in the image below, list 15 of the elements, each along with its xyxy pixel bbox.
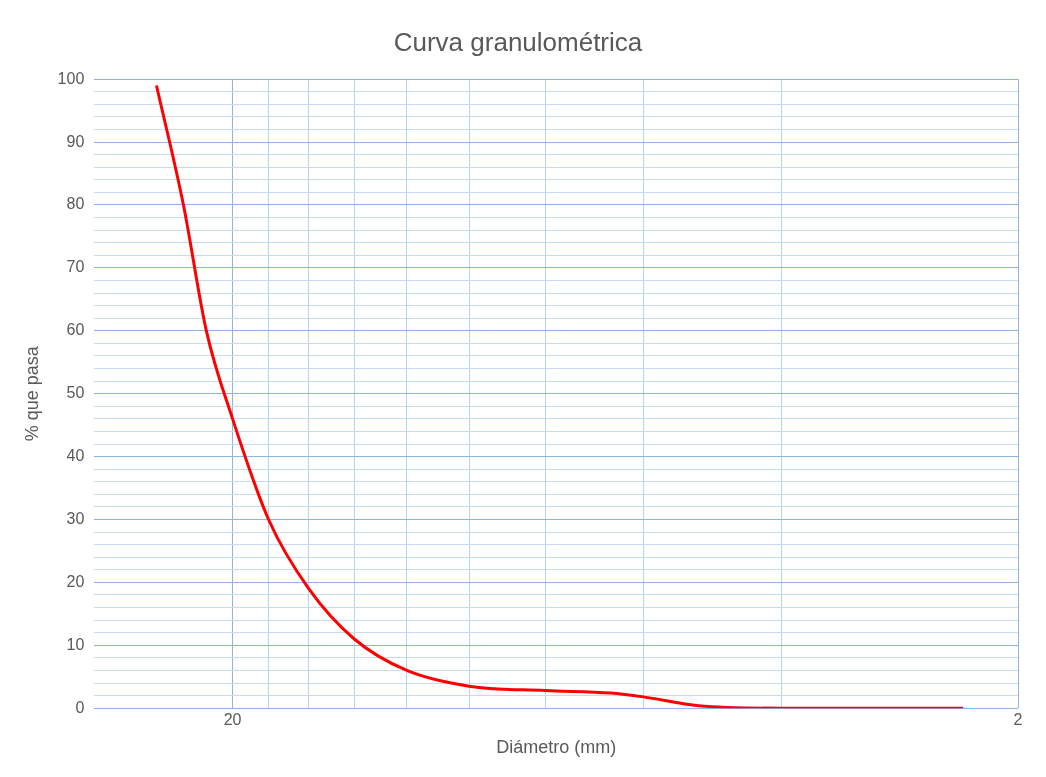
chart-title: Curva granulométrica <box>393 26 643 57</box>
y-tick-label: 90 <box>66 132 85 150</box>
y-tick-label: 70 <box>66 258 85 276</box>
x-tick-label: 2 <box>1013 711 1023 729</box>
y-tick-label: 100 <box>57 69 85 87</box>
y-tick-label: 40 <box>66 447 85 465</box>
y-tick-label: 20 <box>66 572 85 590</box>
y-axis-title: % que pasa <box>21 345 42 442</box>
y-tick-label: 50 <box>66 384 85 402</box>
y-tick-label: 0 <box>75 698 85 716</box>
y-tick-label: 10 <box>66 635 85 653</box>
y-tick-label: 80 <box>66 195 85 213</box>
y-tick-label: 60 <box>66 321 85 339</box>
y-tick-label: 30 <box>66 509 85 527</box>
x-axis-title: Diámetro (mm) <box>496 737 617 758</box>
